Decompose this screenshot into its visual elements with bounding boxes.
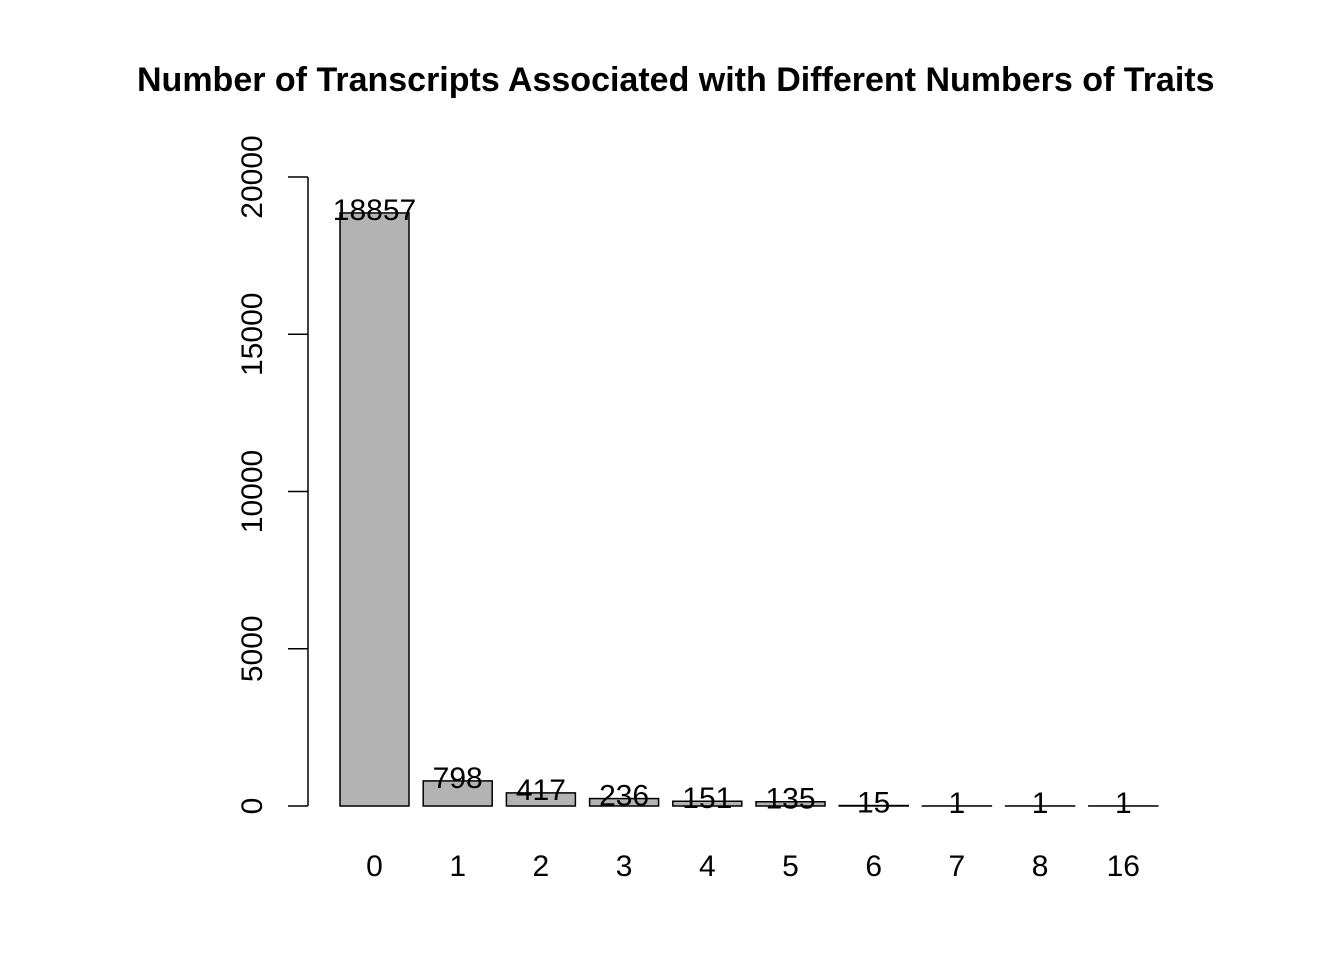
bar xyxy=(672,800,743,807)
x-category-label: 0 xyxy=(366,850,383,883)
x-category-label: 4 xyxy=(699,850,716,883)
bars xyxy=(339,212,1159,807)
x-category-label: 7 xyxy=(949,850,966,883)
bar-value-label: 1 xyxy=(949,787,966,820)
bar xyxy=(588,797,660,807)
bar-value-label: 15 xyxy=(857,786,890,819)
bar-value-label: 135 xyxy=(765,783,815,816)
bar xyxy=(422,780,493,807)
bar-value-label: 1 xyxy=(1115,787,1132,820)
bar-value-label: 18857 xyxy=(333,194,416,227)
x-category-label: 3 xyxy=(616,850,633,883)
x-category-labels: 0 1 2 3 4 5 6 7 8 16 xyxy=(366,850,1140,883)
bar-value-label: 798 xyxy=(433,762,483,795)
bar-value-label: 151 xyxy=(682,782,732,815)
bar xyxy=(339,212,410,807)
x-category-label: 2 xyxy=(533,850,550,883)
y-axis: 0 5000 10000 15000 20000 xyxy=(236,135,309,815)
bar xyxy=(505,792,577,807)
y-tick-label: 20000 xyxy=(236,135,269,218)
x-category-label: 16 xyxy=(1107,850,1140,883)
x-category-label: 6 xyxy=(865,850,882,883)
y-tick-label: 15000 xyxy=(236,293,269,376)
y-tick-label: 10000 xyxy=(236,450,269,533)
chart-title: Number of Transcripts Associated with Di… xyxy=(137,61,1215,99)
bar-value-label: 417 xyxy=(516,774,566,807)
y-tick-label: 0 xyxy=(236,798,269,815)
y-tick-label: 5000 xyxy=(236,615,269,682)
x-category-label: 1 xyxy=(449,850,466,883)
bar-value-label: 1 xyxy=(1032,787,1049,820)
x-category-label: 8 xyxy=(1032,850,1049,883)
x-category-label: 5 xyxy=(782,850,799,883)
bar xyxy=(755,801,826,807)
bar-value-label: 236 xyxy=(599,779,649,812)
